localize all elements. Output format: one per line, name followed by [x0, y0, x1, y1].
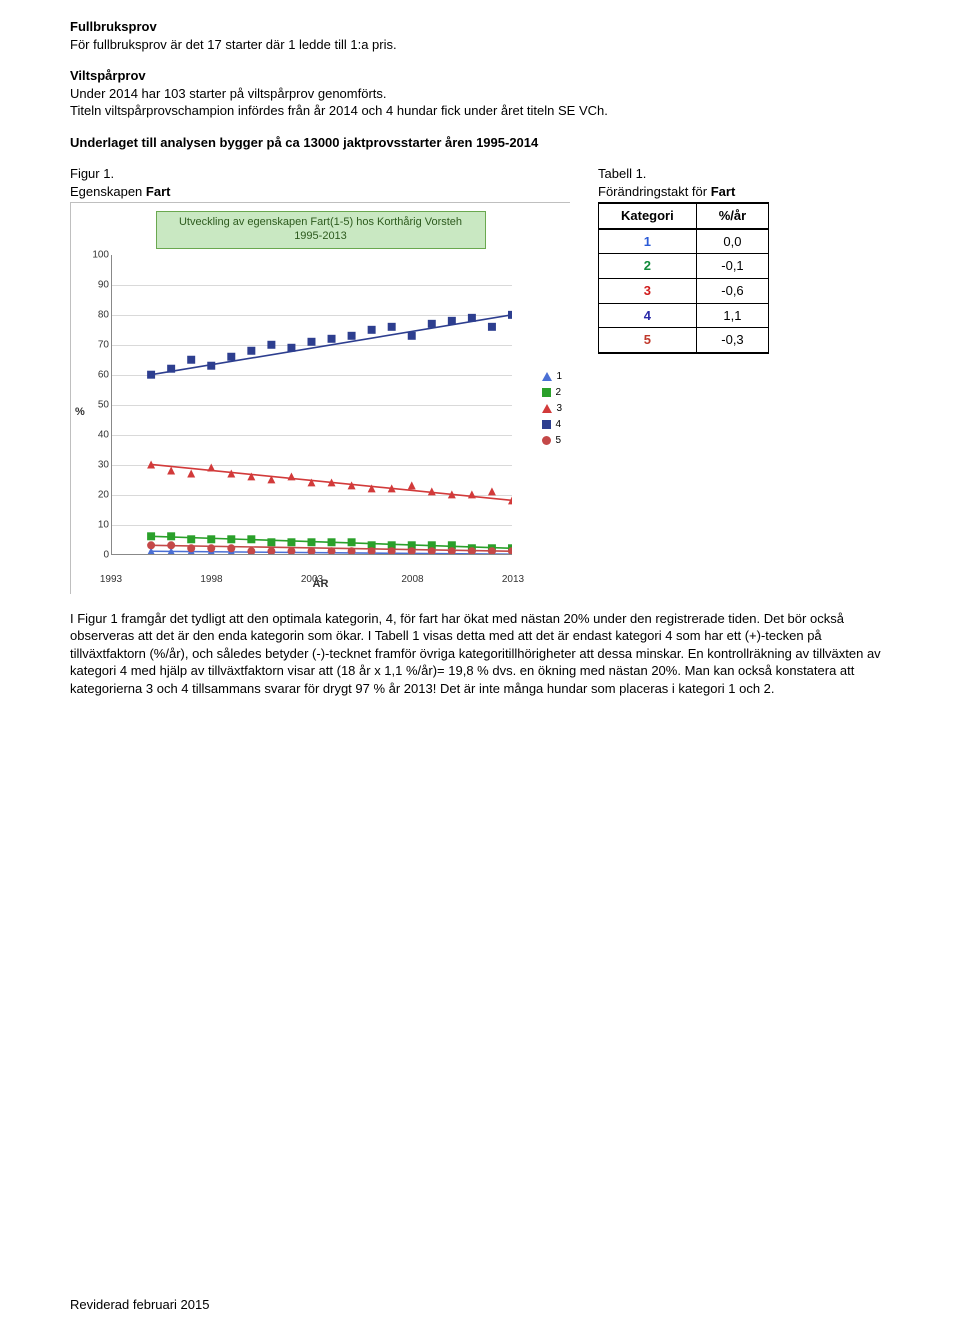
table-cell-val: -0,1 [696, 254, 768, 279]
y-tick-label: 50 [83, 398, 109, 412]
table-cell-cat: 2 [599, 254, 697, 279]
legend-marker-icon [542, 372, 552, 381]
table-label: Tabell 1. Förändringstakt för Fart [598, 165, 769, 200]
table-cell-cat: 1 [599, 229, 697, 254]
table-row: 41,1 [599, 303, 769, 328]
y-tick-label: 0 [83, 548, 109, 562]
table-row: 2-0,1 [599, 254, 769, 279]
legend-item: 5 [542, 433, 562, 449]
analysis-paragraph: I Figur 1 framgår det tydligt att den op… [70, 610, 900, 698]
y-tick-label: 100 [83, 248, 109, 262]
table-header-kategori: Kategori [599, 203, 697, 229]
viltsparprov-heading: Viltspårprov [70, 67, 900, 85]
legend-label: 5 [555, 433, 561, 449]
x-tick-label: 2008 [401, 573, 423, 587]
legend-marker-icon [542, 436, 551, 445]
table-row: 10,0 [599, 229, 769, 254]
y-tick-label: 40 [83, 428, 109, 442]
underlaget-heading: Underlaget till analysen bygger på ca 13… [70, 134, 900, 152]
legend-label: 4 [555, 417, 561, 433]
table-header-pctar: %/år [696, 203, 768, 229]
viltsparprov-section: Viltspårprov Under 2014 har 103 starter … [70, 67, 900, 120]
y-tick-label: 20 [83, 488, 109, 502]
table-column: Tabell 1. Förändringstakt för Fart Kateg… [598, 165, 769, 353]
table-cell-val: -0,6 [696, 279, 768, 304]
legend-label: 2 [555, 385, 561, 401]
legend-item: 4 [542, 417, 562, 433]
chart-legend: 12345 [542, 369, 562, 449]
page-footer: Reviderad februari 2015 [70, 1296, 209, 1314]
y-tick-label: 60 [83, 368, 109, 382]
table-row: 5-0,3 [599, 328, 769, 353]
chart-container: Utveckling av egenskapen Fart(1-5) hos K… [70, 202, 570, 593]
fullbruksprov-text: För fullbruksprov är det 17 starter där … [70, 36, 900, 54]
legend-label: 3 [556, 401, 562, 417]
x-tick-label: 2003 [301, 573, 323, 587]
figure-label: Figur 1. Egenskapen Fart [70, 165, 570, 200]
x-tick-label: 1998 [200, 573, 222, 587]
figure-table-row: Figur 1. Egenskapen Fart Utveckling av e… [70, 165, 900, 593]
fullbruksprov-heading: Fullbruksprov [70, 18, 900, 36]
legend-item: 1 [542, 369, 562, 385]
figure-column: Figur 1. Egenskapen Fart Utveckling av e… [70, 165, 570, 593]
table-cell-cat: 4 [599, 303, 697, 328]
table-cell-val: 1,1 [696, 303, 768, 328]
y-tick-label: 30 [83, 458, 109, 472]
table-cell-val: 0,0 [696, 229, 768, 254]
y-axis-label: % [75, 405, 85, 420]
y-tick-label: 10 [83, 518, 109, 532]
x-tick-label: 1993 [100, 573, 122, 587]
table-cell-cat: 5 [599, 328, 697, 353]
table-cell-val: -0,3 [696, 328, 768, 353]
legend-item: 3 [542, 401, 562, 417]
kategori-table: Kategori %/år 10,02-0,13-0,641,15-0,3 [598, 202, 769, 353]
chart-svg [111, 255, 512, 554]
chart-title: Utveckling av egenskapen Fart(1-5) hos K… [156, 211, 486, 249]
legend-label: 1 [556, 369, 562, 385]
fullbruksprov-section: Fullbruksprov För fullbruksprov är det 1… [70, 18, 900, 53]
y-tick-label: 70 [83, 338, 109, 352]
y-ticks: 0102030405060708090100 [83, 255, 109, 555]
table-cell-cat: 3 [599, 279, 697, 304]
legend-marker-icon [542, 420, 551, 429]
table-header-row: Kategori %/år [599, 203, 769, 229]
viltsparprov-text2: Titeln viltspårprovschampion infördes fr… [70, 102, 900, 120]
legend-marker-icon [542, 404, 552, 413]
chart-plot-area: 0102030405060708090100 % 199319982003200… [111, 255, 512, 555]
legend-item: 2 [542, 385, 562, 401]
viltsparprov-text1: Under 2014 har 103 starter på viltspårpr… [70, 85, 900, 103]
legend-marker-icon [542, 388, 551, 397]
table-row: 3-0,6 [599, 279, 769, 304]
y-tick-label: 80 [83, 308, 109, 322]
x-tick-label: 2013 [502, 573, 524, 587]
y-tick-label: 90 [83, 278, 109, 292]
